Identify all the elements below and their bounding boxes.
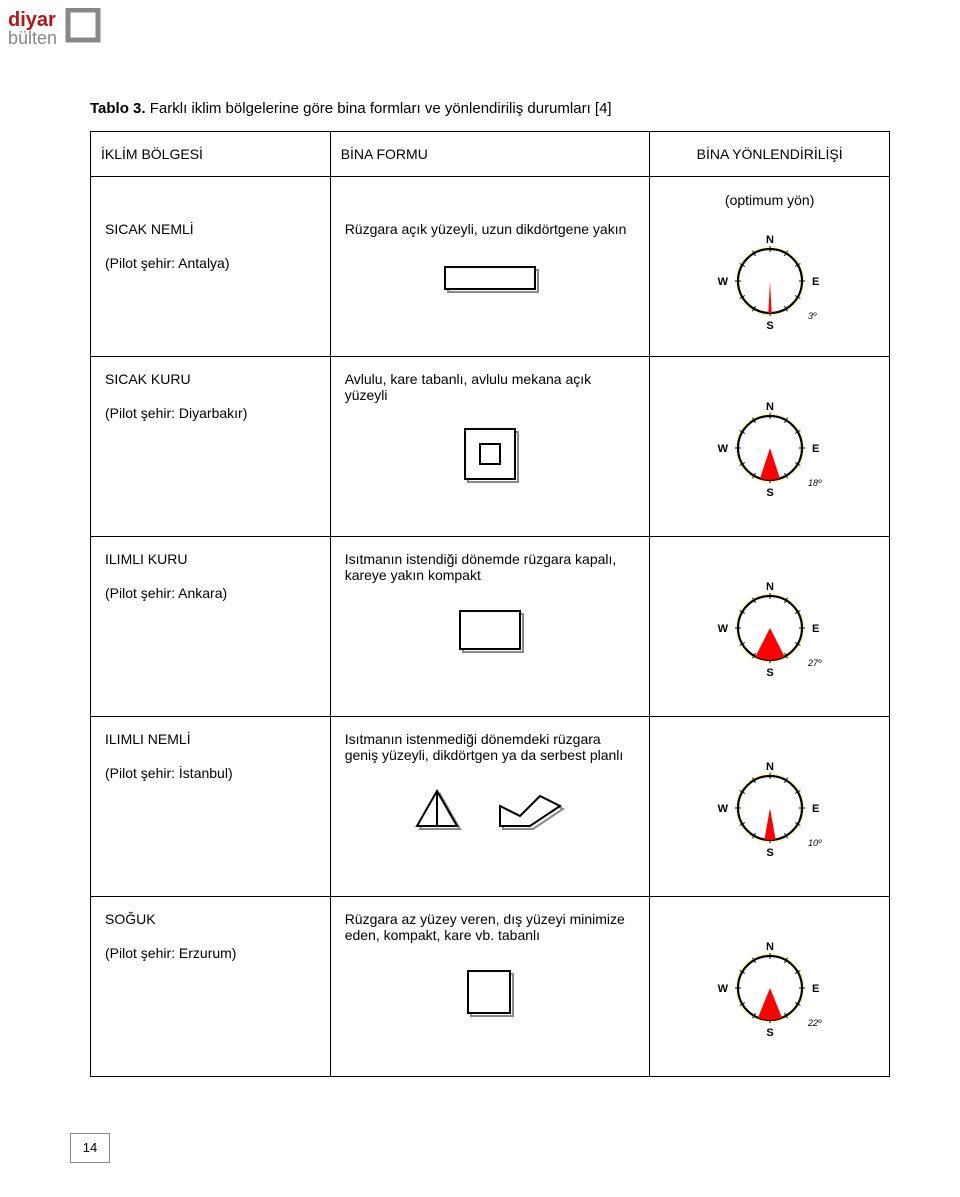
form-description: Rüzgara az yüzey veren, dış yüzeyi minim… xyxy=(345,911,636,943)
svg-text:10º: 10º xyxy=(808,838,822,848)
climate-name: ILIMLI NEMLİ xyxy=(105,731,316,747)
climate-cell: SICAK NEMLİ (Pilot şehir: Antalya) xyxy=(91,177,331,357)
form-description: Rüzgara açık yüzeyli, uzun dikdörtgene y… xyxy=(345,221,636,237)
form-cell: Rüzgara açık yüzeyli, uzun dikdörtgene y… xyxy=(330,177,650,357)
svg-text:18º: 18º xyxy=(808,478,822,488)
table-row: ILIMLI KURU (Pilot şehir: Ankara) Isıtma… xyxy=(91,537,890,717)
climate-cell: SOĞUK (Pilot şehir: Erzurum) xyxy=(91,897,331,1077)
svg-text:S: S xyxy=(766,847,773,859)
orientation-cell: N S E W 22º xyxy=(650,897,890,1077)
svg-text:27º: 27º xyxy=(807,658,822,668)
form-cell: Isıtmanın istendiği dönemde rüzgara kapa… xyxy=(330,537,650,717)
svg-text:W: W xyxy=(717,623,728,635)
svg-text:N: N xyxy=(766,401,774,413)
form-shape-icon xyxy=(345,961,636,1029)
svg-text:E: E xyxy=(812,623,819,635)
climate-table: İKLİM BÖLGESİ BİNA FORMU BİNA YÖNLENDİRİ… xyxy=(90,131,890,1077)
pilot-city: (Pilot şehir: Diyarbakır) xyxy=(105,405,316,421)
form-shape-icon xyxy=(345,601,636,664)
svg-text:S: S xyxy=(766,1027,773,1039)
page-number: 14 xyxy=(70,1133,110,1163)
pilot-city: (Pilot şehir: Antalya) xyxy=(105,255,316,271)
svg-text:3º: 3º xyxy=(808,311,817,321)
compass-icon: N S E W 27º xyxy=(658,565,881,688)
orientation-cell: N S E W 27º xyxy=(650,537,890,717)
svg-text:E: E xyxy=(812,443,819,455)
svg-text:W: W xyxy=(717,803,728,815)
pilot-city: (Pilot şehir: İstanbul) xyxy=(105,765,316,781)
caption-rest: Farklı iklim bölgelerine göre bina forml… xyxy=(146,100,612,117)
compass-icon: N S E W 10º xyxy=(658,745,881,868)
compass-icon: N S E W 3º xyxy=(658,218,881,341)
compass-icon: N S E W 18º xyxy=(658,385,881,508)
form-shape-icon xyxy=(345,781,636,854)
optimum-label: (optimum yön) xyxy=(658,192,881,208)
table-row: SOĞUK (Pilot şehir: Erzurum) Rüzgara az … xyxy=(91,897,890,1077)
svg-text:W: W xyxy=(717,983,728,995)
pilot-city: (Pilot şehir: Erzurum) xyxy=(105,945,316,961)
svg-text:S: S xyxy=(766,487,773,499)
climate-cell: ILIMLI NEMLİ (Pilot şehir: İstanbul) xyxy=(91,717,331,897)
svg-text:E: E xyxy=(812,276,819,288)
caption-bold: Tablo 3. xyxy=(90,100,146,117)
form-shape-icon xyxy=(345,255,636,308)
svg-text:W: W xyxy=(717,276,728,288)
table-row: SICAK KURU (Pilot şehir: Diyarbakır) Avl… xyxy=(91,357,890,537)
table-row: ILIMLI NEMLİ (Pilot şehir: İstanbul) Isı… xyxy=(91,717,890,897)
logo-text-2: bülten xyxy=(8,28,57,48)
svg-text:N: N xyxy=(766,941,774,953)
form-cell: Avlulu, kare tabanlı, avlulu mekana açık… xyxy=(330,357,650,537)
svg-text:E: E xyxy=(812,983,819,995)
table-caption: Tablo 3. Farklı iklim bölgelerine göre b… xyxy=(90,100,890,117)
form-shape-icon xyxy=(345,421,636,494)
svg-text:N: N xyxy=(766,761,774,773)
pilot-city: (Pilot şehir: Ankara) xyxy=(105,585,316,601)
svg-text:E: E xyxy=(812,803,819,815)
header-form: BİNA FORMU xyxy=(330,132,650,177)
logo: diyar bülten xyxy=(8,8,108,53)
form-description: Avlulu, kare tabanlı, avlulu mekana açık… xyxy=(345,371,636,403)
climate-name: SOĞUK xyxy=(105,911,316,927)
form-description: Isıtmanın istenmediği dönemdeki rüzgara … xyxy=(345,731,636,763)
svg-text:S: S xyxy=(766,667,773,679)
form-cell: Isıtmanın istenmediği dönemdeki rüzgara … xyxy=(330,717,650,897)
svg-text:S: S xyxy=(766,320,773,332)
climate-cell: SICAK KURU (Pilot şehir: Diyarbakır) xyxy=(91,357,331,537)
table-header-row: İKLİM BÖLGESİ BİNA FORMU BİNA YÖNLENDİRİ… xyxy=(91,132,890,177)
orientation-cell: N S E W 10º xyxy=(650,717,890,897)
logo-square xyxy=(68,10,98,40)
svg-text:N: N xyxy=(766,234,774,246)
form-description: Isıtmanın istendiği dönemde rüzgara kapa… xyxy=(345,551,636,583)
climate-name: ILIMLI KURU xyxy=(105,551,316,567)
table-row: SICAK NEMLİ (Pilot şehir: Antalya) Rüzga… xyxy=(91,177,890,357)
header-climate: İKLİM BÖLGESİ xyxy=(91,132,331,177)
form-cell: Rüzgara az yüzey veren, dış yüzeyi minim… xyxy=(330,897,650,1077)
svg-text:W: W xyxy=(717,443,728,455)
svg-text:N: N xyxy=(766,581,774,593)
climate-name: SICAK KURU xyxy=(105,371,316,387)
orientation-cell: N S E W 18º xyxy=(650,357,890,537)
svg-text:22º: 22º xyxy=(807,1018,822,1028)
compass-icon: N S E W 22º xyxy=(658,925,881,1048)
header-orientation: BİNA YÖNLENDİRİLİŞİ xyxy=(650,132,890,177)
climate-name: SICAK NEMLİ xyxy=(105,221,316,237)
orientation-cell: (optimum yön) N S E W 3º xyxy=(650,177,890,357)
climate-cell: ILIMLI KURU (Pilot şehir: Ankara) xyxy=(91,537,331,717)
